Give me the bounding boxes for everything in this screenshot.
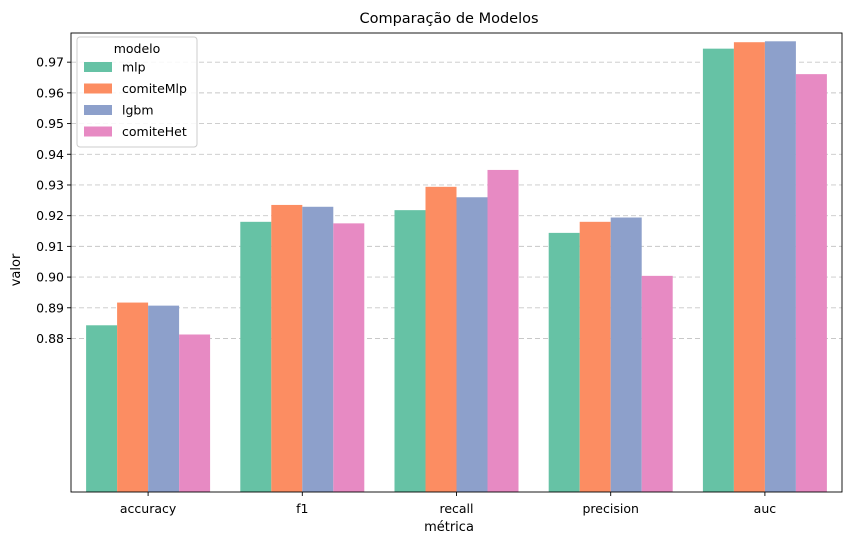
legend-label-comiteHet: comiteHet [122, 124, 187, 139]
bar-mlp-precision [548, 232, 580, 492]
chart-title: Comparação de Modelos [359, 11, 538, 27]
y-tick-label: 0.94 [36, 147, 64, 162]
y-axis-ticks: 0.88 0.89 0.90 0.91 0.92 0.93 0.94 0.95 0.96 0.97 [36, 55, 71, 346]
x-axis-ticks: accuracy f1 recall precision auc [120, 492, 776, 516]
bar-comiteMlp-auc [733, 42, 765, 493]
x-tick-label: accuracy [120, 501, 177, 516]
legend-swatch-mlp [84, 62, 112, 72]
bar-mlp-accuracy [86, 325, 118, 492]
y-tick-label: 0.91 [36, 239, 64, 254]
bars [86, 41, 827, 493]
bar-mlp-f1 [240, 221, 272, 492]
y-tick-label: 0.97 [36, 55, 64, 70]
bar-comiteHet-accuracy [179, 334, 211, 492]
bar-lgbm-auc [764, 41, 796, 492]
y-tick-label: 0.96 [36, 85, 64, 100]
bar-comiteMlp-f1 [271, 204, 303, 492]
bar-comiteMlp-accuracy [117, 302, 149, 492]
bar-mlp-recall [394, 210, 426, 492]
x-axis-label: métrica [424, 520, 474, 535]
bar-lgbm-recall [456, 197, 488, 493]
bar-comiteMlp-precision [579, 221, 611, 492]
y-tick-label: 0.95 [36, 116, 64, 131]
bar-comiteHet-precision [641, 275, 673, 492]
x-tick-label: precision [583, 501, 639, 516]
legend-label-mlp: mlp [122, 60, 146, 75]
bar-comiteHet-f1 [333, 223, 365, 493]
y-tick-label: 0.92 [36, 208, 64, 223]
bar-comiteHet-auc [795, 74, 827, 492]
bar-lgbm-accuracy [148, 305, 180, 492]
bar-comiteHet-recall [487, 169, 519, 492]
x-tick-label: f1 [296, 501, 308, 516]
legend-label-lgbm: lgbm [122, 103, 154, 118]
x-tick-label: recall [439, 501, 473, 516]
legend-swatch-lgbm [84, 105, 112, 115]
bar-lgbm-precision [610, 217, 642, 493]
legend-title: modelo [114, 41, 161, 56]
y-axis-label: valor [9, 253, 24, 286]
y-tick-label: 0.93 [36, 177, 64, 192]
legend: modelo mlp comiteMlp lgbm comiteHet [76, 36, 198, 148]
y-tick-label: 0.89 [36, 300, 64, 315]
bar-lgbm-f1 [302, 206, 334, 492]
y-tick-label: 0.90 [36, 270, 64, 285]
legend-label-comiteMlp: comiteMlp [122, 81, 187, 96]
y-tick-label: 0.88 [36, 331, 64, 346]
bar-mlp-auc [702, 48, 734, 492]
bar-comiteMlp-recall [425, 186, 457, 492]
legend-swatch-comiteHet [84, 126, 112, 137]
x-tick-label: auc [754, 501, 777, 516]
legend-swatch-comiteMlp [84, 83, 112, 94]
